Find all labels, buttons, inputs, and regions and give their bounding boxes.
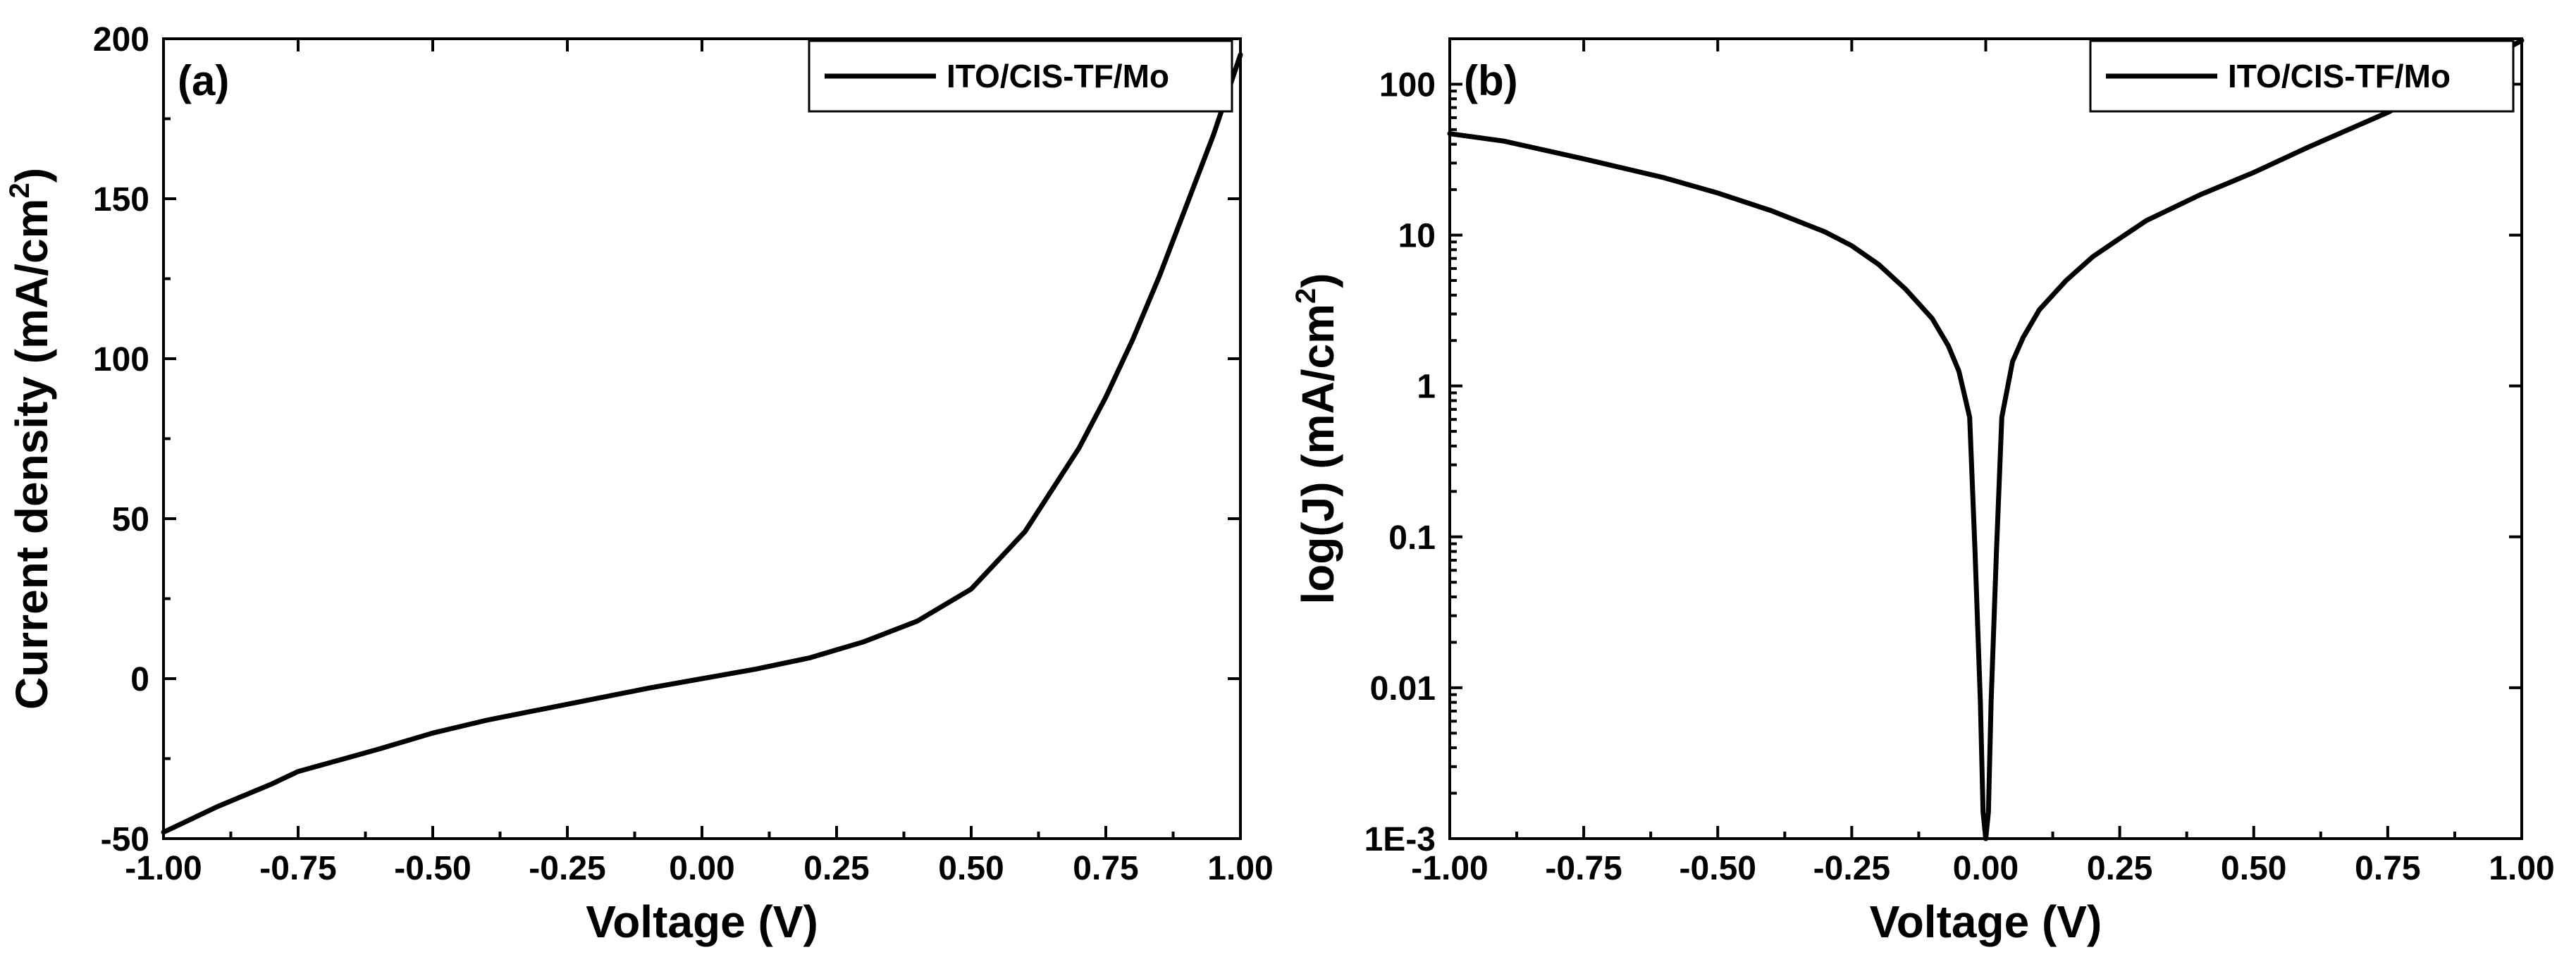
x-tick-label: 0.00 bbox=[1953, 850, 2019, 887]
legend-entry-label: ITO/CIS-TF/Mo bbox=[947, 58, 1169, 94]
x-tick-label: 0.50 bbox=[2221, 850, 2286, 887]
y-tick-label: 0 bbox=[130, 661, 149, 698]
y-tick-label: 1 bbox=[1417, 369, 1436, 406]
y-axis-title-superscript: 2 bbox=[1290, 288, 1321, 304]
y-axis-title-close: ) bbox=[6, 168, 57, 183]
x-tick-label: -0.25 bbox=[1813, 850, 1890, 887]
x-tick-label: -0.50 bbox=[394, 850, 471, 887]
x-tick-label: 0.25 bbox=[2087, 850, 2152, 887]
x-tick-label: 0.75 bbox=[2355, 850, 2420, 887]
y-tick-label: 150 bbox=[93, 181, 149, 218]
x-tick-label: 0.75 bbox=[1073, 850, 1138, 887]
y-axis-title-main: Current density (mA/cm bbox=[6, 199, 57, 710]
legend: ITO/CIS-TF/Mo bbox=[808, 39, 1233, 113]
plot-frame bbox=[1448, 37, 2523, 840]
series-line-ito-cis-tf-mo bbox=[1447, 37, 2525, 841]
x-tick-label: -1.00 bbox=[1411, 850, 1488, 887]
x-tick-label: 0.25 bbox=[803, 850, 869, 887]
y-axis-title-main: log(J) (mA/cm bbox=[1293, 304, 1343, 605]
y-tick-label: 0.1 bbox=[1388, 519, 1436, 557]
y-axis-ticks: 1E-3 0.01 0.1 1 10 100 bbox=[1364, 66, 2522, 858]
x-axis-ticks: -1.00 -0.75 -0.50 -0.25 0.00 0.25 0.50 0.75 1.00 bbox=[125, 39, 1274, 887]
y-axis-title: log(J) (mA/cm2) bbox=[1290, 273, 1343, 604]
panel-a-jv-linear: -1.00 -0.75 -0.50 -0.25 0.00 0.25 0.50 0.75 1.00… bbox=[4, 21, 1274, 947]
y-axis-title-close: ) bbox=[1293, 273, 1343, 288]
panel-b-jv-log: -1.00 -0.75 -0.50 -0.25 0.00 0.25 0.50 0.75 1.00… bbox=[1290, 37, 2555, 947]
y-axis-title-superscript: 2 bbox=[4, 183, 35, 198]
y-tick-label: 100 bbox=[93, 341, 149, 378]
x-tick-label: 1.00 bbox=[2489, 850, 2554, 887]
y-tick-label: 0.01 bbox=[1370, 670, 1436, 708]
x-axis-title: Voltage (V) bbox=[1870, 896, 2102, 947]
x-tick-label: -1.00 bbox=[125, 850, 202, 887]
panel-label: (b) bbox=[1464, 57, 1518, 104]
y-tick-label: 200 bbox=[93, 21, 149, 58]
x-tick-label: -0.25 bbox=[529, 850, 605, 887]
legend-entry-label: ITO/CIS-TF/Mo bbox=[2228, 58, 2451, 94]
panel-label: (a) bbox=[178, 57, 229, 104]
y-tick-label: 1E-3 bbox=[1364, 821, 1436, 858]
series-line-ito-cis-tf-mo bbox=[161, 52, 1243, 835]
plot-frame bbox=[162, 37, 1242, 840]
y-tick-label: -50 bbox=[101, 821, 149, 858]
legend: ITO/CIS-TF/Mo bbox=[2089, 39, 2515, 113]
x-axis-ticks: -1.00 -0.75 -0.50 -0.25 0.00 0.25 0.50 0.75 1.00 bbox=[1411, 39, 2555, 887]
x-axis-title: Voltage (V) bbox=[586, 896, 818, 947]
x-tick-label: -0.50 bbox=[1680, 850, 1756, 887]
y-axis-ticks: -50 0 50 100 150 200 bbox=[93, 21, 1240, 858]
x-tick-label: 0.00 bbox=[669, 850, 734, 887]
x-tick-label: 0.50 bbox=[938, 850, 1004, 887]
y-tick-label: 100 bbox=[1379, 66, 1436, 104]
y-axis-title: Current density (mA/cm2) bbox=[4, 168, 57, 710]
x-tick-label: -0.75 bbox=[1545, 850, 1622, 887]
x-tick-label: -0.75 bbox=[259, 850, 336, 887]
y-tick-label: 10 bbox=[1398, 218, 1436, 255]
y-tick-label: 50 bbox=[112, 501, 149, 538]
x-tick-label: 1.00 bbox=[1207, 850, 1273, 887]
